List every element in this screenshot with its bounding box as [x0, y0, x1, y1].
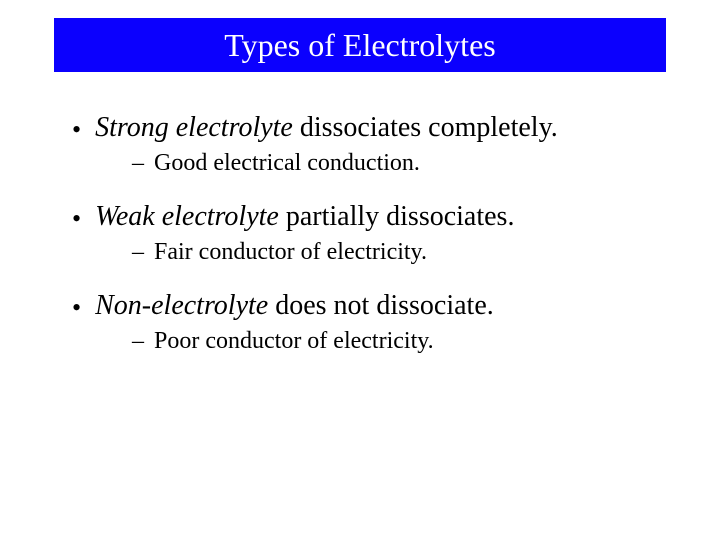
content-area: • Strong electrolyte dissociates complet…: [0, 72, 720, 355]
bullet-strong-text: Strong electrolyte dissociates completel…: [95, 112, 558, 144]
bullet-strong: • Strong electrolyte dissociates complet…: [72, 112, 680, 144]
bullet-weak-text: Weak electrolyte partially dissociates.: [95, 201, 514, 233]
title-bar: Types of Electrolytes: [54, 18, 666, 72]
bullet-dot-icon: •: [72, 206, 81, 232]
subbullet-strong: – Good electrical conduction.: [132, 150, 680, 177]
bullet-dot-icon: •: [72, 117, 81, 143]
term-strong: Strong electrolyte: [95, 112, 293, 143]
subbullet-strong-text: Good electrical conduction.: [154, 150, 420, 177]
bullet-weak: • Weak electrolyte partially dissociates…: [72, 201, 680, 233]
subbullet-weak: – Fair conductor of electricity.: [132, 239, 680, 266]
rest-non: does not dissociate.: [268, 290, 494, 321]
bullet-dot-icon: •: [72, 295, 81, 321]
rest-weak: partially dissociates.: [279, 201, 515, 232]
subbullet-non: – Poor conductor of electricity.: [132, 328, 680, 355]
rest-strong: dissociates completely.: [293, 112, 558, 143]
term-non: Non-electrolyte: [95, 290, 268, 321]
subbullet-non-text: Poor conductor of electricity.: [154, 328, 434, 355]
dash-icon: –: [132, 150, 144, 177]
bullet-non-text: Non-electrolyte does not dissociate.: [95, 290, 494, 322]
dash-icon: –: [132, 328, 144, 355]
dash-icon: –: [132, 239, 144, 266]
subbullet-weak-text: Fair conductor of electricity.: [154, 239, 427, 266]
slide-title: Types of Electrolytes: [224, 27, 495, 64]
term-weak: Weak electrolyte: [95, 201, 279, 232]
bullet-non: • Non-electrolyte does not dissociate.: [72, 290, 680, 322]
